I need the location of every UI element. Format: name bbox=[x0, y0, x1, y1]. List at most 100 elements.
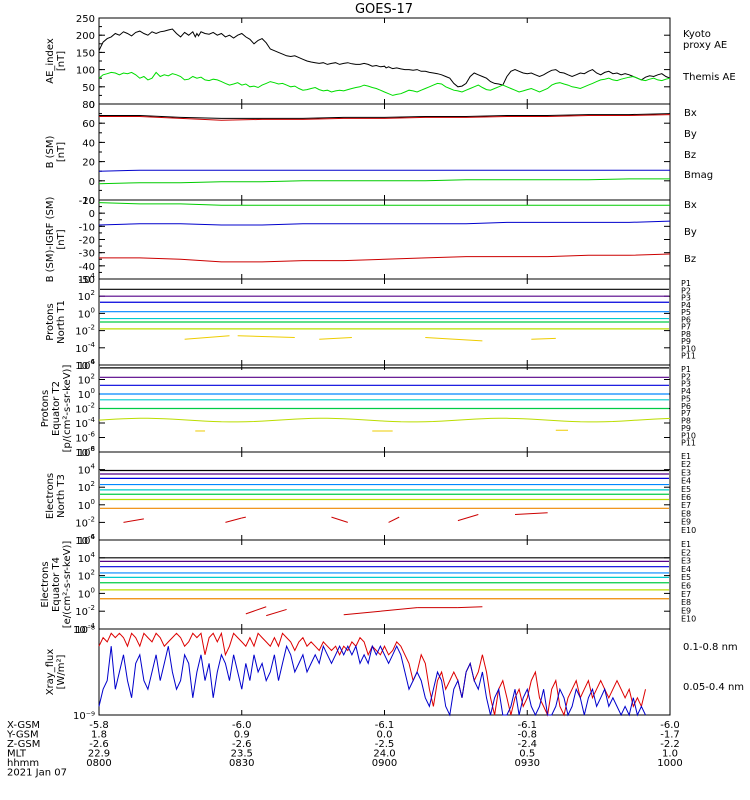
legend-entry: E3 bbox=[681, 468, 691, 477]
legend-entry: E1 bbox=[681, 540, 691, 549]
series-segment bbox=[531, 337, 556, 340]
y-tick-label: 10-4 bbox=[75, 341, 95, 355]
y-tick-label: 10⁻⁹ bbox=[73, 711, 95, 722]
series-segment bbox=[457, 514, 479, 522]
legend-entry: E9 bbox=[681, 606, 691, 615]
legend-entry: P10 bbox=[681, 344, 696, 353]
x-axis-row-value: -1.7 bbox=[660, 730, 680, 741]
x-axis-row-value: 22.9 bbox=[88, 749, 110, 760]
legend-entry: E10 bbox=[681, 615, 696, 624]
series-bsm-0 bbox=[99, 113, 671, 119]
legend-entry: P1 bbox=[681, 365, 691, 374]
y-tick-label: 104 bbox=[78, 463, 96, 477]
series-line bbox=[98, 178, 670, 185]
y-tick-label: 100 bbox=[78, 387, 95, 401]
series-segment bbox=[245, 606, 267, 615]
series-segment bbox=[457, 606, 483, 609]
y-tick-label: 100 bbox=[78, 306, 95, 320]
y-tick-label: 40 bbox=[82, 138, 95, 149]
legend-entry: P6 bbox=[681, 402, 691, 411]
y-axis-label: B (SM)[nT] bbox=[45, 135, 67, 168]
legend-entry: E10 bbox=[681, 526, 696, 535]
series-bsm-2 bbox=[98, 169, 670, 172]
y-tick-label: 102 bbox=[78, 373, 95, 387]
y-tick-label: 10-2 bbox=[75, 515, 95, 529]
legend-entry: P11 bbox=[681, 352, 696, 361]
legend-entry: P5 bbox=[681, 394, 691, 403]
legend-entry: P8 bbox=[681, 330, 691, 339]
series-ae-1 bbox=[98, 71, 671, 96]
y-tick-label: 102 bbox=[78, 289, 95, 303]
y-tick-label: 100 bbox=[76, 66, 95, 77]
legend-entry: Bx bbox=[684, 108, 697, 119]
x-axis-row-value: -6.1 bbox=[517, 720, 537, 731]
y-tick-label: 102 bbox=[78, 480, 95, 494]
x-axis-row-label: X-GSM bbox=[7, 720, 40, 731]
x-axis-row-value: 0930 bbox=[515, 758, 540, 769]
x-axis-row-label: hhmm bbox=[7, 758, 39, 769]
y-tick-label: 0 bbox=[89, 209, 95, 220]
y-tick-label: -20 bbox=[79, 236, 95, 247]
panel-xray: 10⁻⁸ 10⁻⁹ Xray_flux[W/m²] 0.1-0.8 nm 0.05-0.… bbox=[45, 625, 744, 722]
series-segment bbox=[331, 516, 348, 523]
legend-entry: E3 bbox=[681, 557, 691, 566]
legend-entry: 0.05-0.4 nm bbox=[683, 682, 744, 693]
y-tick-label: 10-6 bbox=[75, 431, 95, 445]
legend-entry: P4 bbox=[681, 301, 691, 310]
legend-entry: P6 bbox=[681, 315, 691, 324]
y-tick-label: 200 bbox=[76, 31, 95, 42]
series-line bbox=[99, 253, 671, 263]
y-tick-label: 102 bbox=[78, 569, 95, 583]
y-tick-label: 100 bbox=[78, 586, 95, 600]
series-segment bbox=[343, 610, 381, 616]
panel-frame bbox=[98, 451, 671, 541]
y-tick-label: 10-2 bbox=[75, 604, 95, 618]
legend-entry: P9 bbox=[681, 337, 691, 346]
series-segment bbox=[425, 336, 483, 342]
x-axis-row-value: -2.6 bbox=[89, 739, 109, 750]
y-tick-label: 104 bbox=[78, 358, 96, 372]
y-tick-label: 20 bbox=[82, 158, 95, 169]
legend-entry: E7 bbox=[681, 590, 691, 599]
legend-entry: E5 bbox=[681, 573, 691, 582]
legend-entry: E8 bbox=[681, 598, 691, 607]
legend-entry: Bz bbox=[684, 150, 696, 161]
series-line bbox=[98, 644, 646, 717]
x-axis-row-value: 1.8 bbox=[91, 730, 107, 741]
legend-entry: P11 bbox=[681, 439, 696, 448]
legend-entry: P8 bbox=[681, 417, 691, 426]
y-tick-label: 10-4 bbox=[75, 533, 95, 547]
y-tick-label: 10⁻⁸ bbox=[73, 625, 95, 636]
legend-entry: Kyoto bbox=[683, 29, 711, 40]
x-axis-row-value: -2.6 bbox=[232, 739, 252, 750]
x-axis-row-value: -6.0 bbox=[660, 720, 680, 731]
series-segment bbox=[241, 516, 246, 519]
date-label: 2021 Jan 07 bbox=[7, 768, 67, 779]
panel-frame bbox=[98, 628, 671, 716]
legend-entry: Bx bbox=[684, 200, 697, 211]
x-axis-row-value: 24.0 bbox=[373, 749, 395, 760]
x-axis-row-value: 0.0 bbox=[377, 730, 393, 741]
y-tick-label: -10 bbox=[79, 222, 95, 233]
legend-entry: E6 bbox=[681, 493, 691, 502]
y-tick-label: 80 bbox=[82, 100, 95, 111]
y-tick-label: 106 bbox=[78, 533, 96, 547]
y-tick-label: -20 bbox=[79, 196, 95, 207]
x-axis-row-value: -0.8 bbox=[517, 730, 537, 741]
y-tick-label: 0 bbox=[89, 177, 95, 188]
series-segment bbox=[266, 608, 287, 617]
y-tick-label: 100 bbox=[78, 498, 95, 512]
legend-entry: E2 bbox=[681, 460, 691, 469]
y-tick-label: 10-4 bbox=[75, 416, 95, 430]
series-line bbox=[99, 113, 671, 119]
y-tick-label: 10-6 bbox=[75, 358, 95, 372]
x-axis-row-label: Y-GSM bbox=[6, 730, 39, 741]
y-tick-label: 0 bbox=[89, 100, 95, 111]
y-tick-label: 60 bbox=[82, 119, 95, 130]
y-tick-label: -30 bbox=[79, 249, 95, 260]
y-tick-label: -40 bbox=[79, 262, 95, 273]
